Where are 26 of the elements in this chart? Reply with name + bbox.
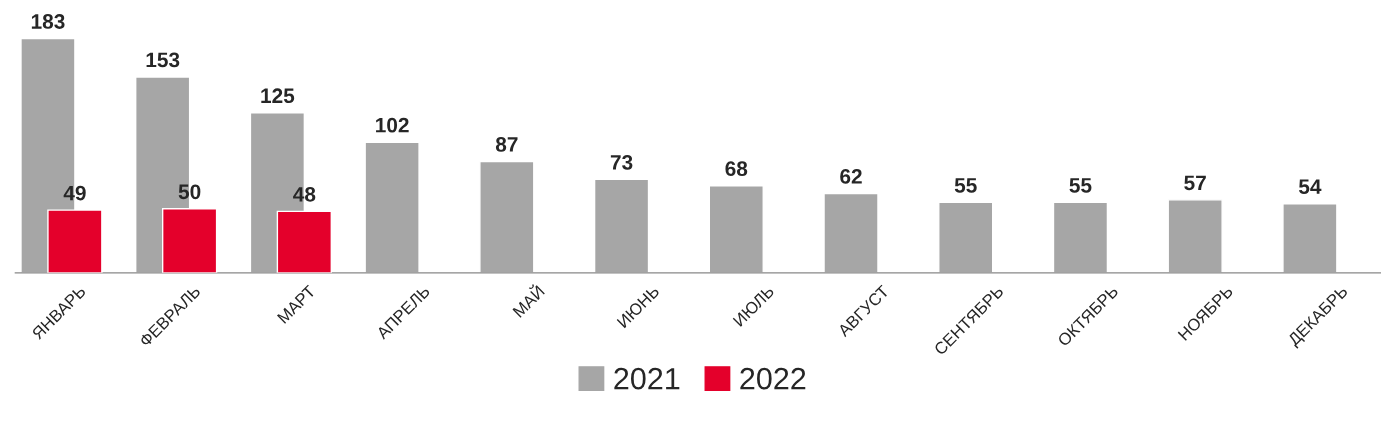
bar xyxy=(823,192,879,273)
bar xyxy=(364,141,420,273)
bar xyxy=(708,185,764,273)
data-label: 49 xyxy=(63,185,86,201)
bar xyxy=(593,178,650,273)
legend-label: 2021 xyxy=(614,367,680,390)
data-label: 55 xyxy=(1069,178,1092,193)
bar xyxy=(1282,202,1338,273)
data-label: 125 xyxy=(261,88,295,104)
data-label: 102 xyxy=(376,117,409,133)
data-label: 54 xyxy=(1298,179,1322,195)
data-label: 153 xyxy=(146,52,180,68)
data-label: 183 xyxy=(31,14,65,29)
data-label: 87 xyxy=(495,137,518,152)
data-label: 50 xyxy=(178,184,201,200)
bar xyxy=(479,160,535,273)
data-label: 73 xyxy=(610,154,633,170)
bar xyxy=(1167,199,1223,273)
data-label: 62 xyxy=(840,169,862,184)
data-label: 68 xyxy=(725,161,748,177)
data-label: 57 xyxy=(1184,175,1206,191)
legend-label: 2022 xyxy=(740,367,806,390)
bar xyxy=(938,201,994,273)
data-label: 48 xyxy=(293,186,316,202)
bar xyxy=(1052,201,1109,273)
data-label: 55 xyxy=(954,178,977,193)
